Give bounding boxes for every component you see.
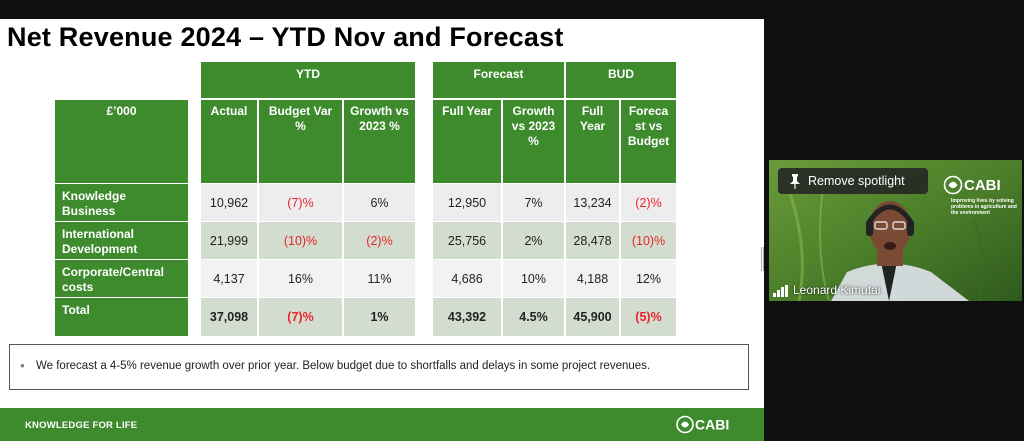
cell-growth: 1% [344,298,415,336]
note-text: We forecast a 4-5% revenue growth over p… [36,360,651,372]
row-label-knowledge-business: Knowledge Business [55,184,188,221]
column-header-bud-full-year: Full Year [566,100,619,183]
cell-forecast-growth: 7% [503,184,564,221]
cell-full-year: 4,686 [433,260,501,297]
cell-full-year: 12,950 [433,184,501,221]
cell-full-year: 25,756 [433,222,501,259]
row-label-total: Total [55,298,188,336]
column-header-growth-vs-2023: Growth vs 2023 % [344,100,415,183]
row-label-corporate-central-costs: Corporate/Central costs [55,260,188,297]
column-header-forecast-vs-budget: Foreca st vs Budget [621,100,676,183]
cell-growth: 6% [344,184,415,221]
cell-growth: 11% [344,260,415,297]
participant-name-bar: Leonard Kimutai [769,279,1022,301]
column-header-forecast-growth: Growth vs 2023 % [503,100,564,183]
cabi-logo-icon: CABI [676,415,729,434]
cell-budget-var: (7)% [259,298,342,336]
group-header-forecast: Forecast [433,62,564,98]
cell-budget-var: 16% [259,260,342,297]
row-label-international-development: International Development [55,222,188,259]
remove-spotlight-label: Remove spotlight [808,174,905,188]
note-box: ● We forecast a 4-5% revenue growth over… [9,344,749,390]
cell-actual: 4,137 [201,260,257,297]
column-header-actual: Actual [201,100,257,183]
video-tagline: Improving lives by solving problems in a… [951,198,1017,216]
column-header-budget-var: Budget Var % [259,100,342,183]
cell-budget-var: (7)% [259,184,342,221]
footer-logo-text: CABI [695,417,729,433]
column-header-full-year: Full Year [433,100,501,183]
video-logo-text: CABI [964,177,1001,194]
group-header-bud: BUD [566,62,676,98]
cell-forecast-vs-budget: (5)% [621,298,676,336]
cell-budget-var: (10)% [259,222,342,259]
column-header-unit: £’000 [55,100,188,183]
slide-footer: KNOWLEDGE FOR LIFE CABI [0,408,764,441]
panel-resize-handle[interactable] [761,247,764,271]
cell-actual: 10,962 [201,184,257,221]
cabi-logo-icon: CABI [943,175,1001,195]
cell-bud-full-year: 13,234 [566,184,619,221]
cell-forecast-growth: 10% [503,260,564,297]
cell-forecast-growth: 4.5% [503,298,564,336]
slide-title: Net Revenue 2024 – YTD Nov and Forecast [7,22,564,52]
cell-forecast-vs-budget: (10)% [621,222,676,259]
signal-bars-icon [773,285,788,297]
remove-spotlight-button[interactable]: Remove spotlight [778,168,928,194]
participant-name: Leonard Kimutai [793,283,881,297]
presentation-slide: Net Revenue 2024 – YTD Nov and Forecast … [0,19,764,441]
group-header-ytd: YTD [201,62,415,98]
cell-forecast-growth: 2% [503,222,564,259]
cell-forecast-vs-budget: 12% [621,260,676,297]
spotlight-video-tile[interactable]: Remove spotlight CABI Improving lives by… [769,160,1022,301]
pin-icon [790,174,800,189]
cell-bud-full-year: 4,188 [566,260,619,297]
cell-forecast-vs-budget: (2)% [621,184,676,221]
cell-bud-full-year: 28,478 [566,222,619,259]
bullet-icon: ● [20,361,25,370]
cell-actual: 37,098 [201,298,257,336]
footer-tagline: KNOWLEDGE FOR LIFE [25,420,138,431]
cell-full-year: 43,392 [433,298,501,336]
cell-bud-full-year: 45,900 [566,298,619,336]
cell-growth: (2)% [344,222,415,259]
cell-actual: 21,999 [201,222,257,259]
